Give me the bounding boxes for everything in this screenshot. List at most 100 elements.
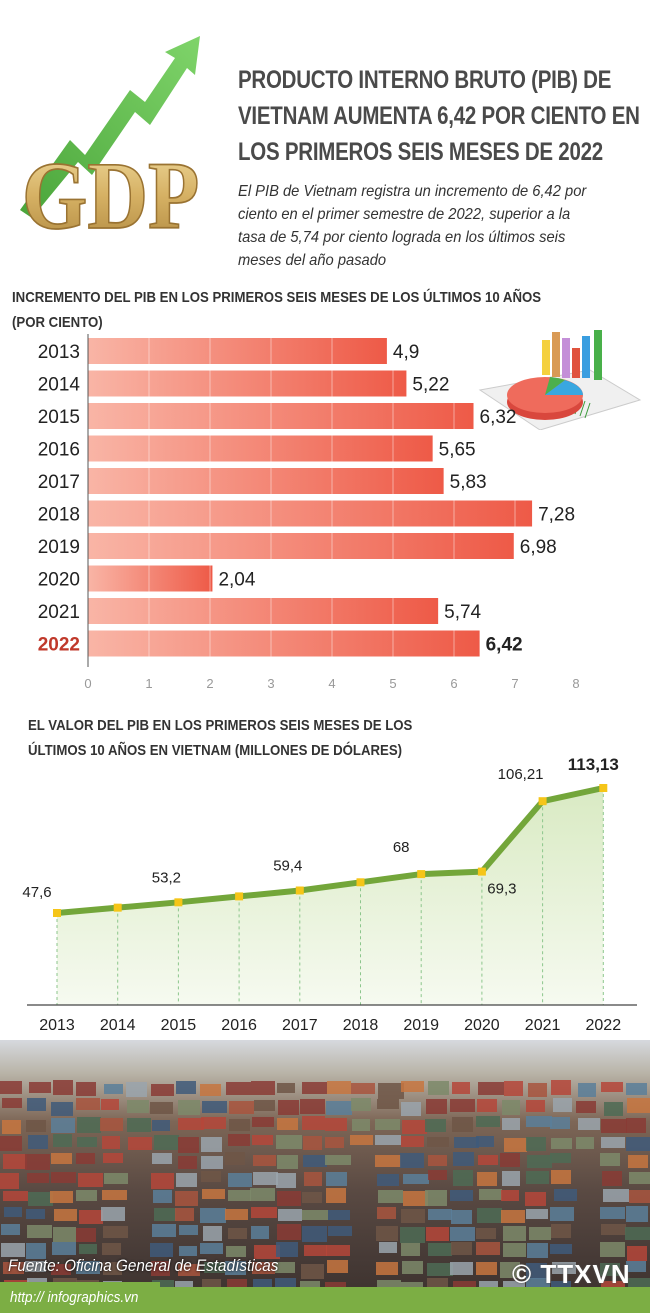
data-value-label: 106,21 [498,766,544,783]
container-block [200,1242,223,1254]
container-block [528,1226,552,1241]
container-block [550,1170,571,1184]
container-block [153,1134,180,1150]
container-block [178,1117,204,1131]
data-value-label: 53,2 [152,869,181,886]
container-block [600,1152,621,1167]
data-point-marker [113,903,122,912]
container-block [100,1206,125,1222]
title-line: VIETNAM AUMENTA 6,42 POR CIENTO EN [238,102,640,130]
line-chart-title: EL VALOR DEL PIB EN LOS PRIMEROS SEIS ME… [28,713,412,763]
container-block [76,1098,100,1110]
container-block [225,1261,247,1276]
container-block [328,1209,351,1220]
container-block [27,1191,53,1206]
container-block [527,1155,553,1169]
bar-value-label: 5,65 [439,440,476,461]
container-block [452,1152,475,1166]
x-tick-label: 2018 [343,1017,379,1034]
container-block [476,1242,500,1255]
container-block [303,1245,328,1257]
container-block [225,1209,249,1220]
container-block [578,1117,600,1130]
x-tick-label: 8 [572,676,579,690]
container-block [276,1191,302,1207]
container-block [27,1224,52,1238]
container-block [426,1278,448,1290]
x-tick-label: 2019 [403,1017,439,1034]
container-block [601,1224,626,1235]
container-block [176,1173,198,1187]
website-link[interactable]: http:// infographics.vn [10,1289,139,1306]
container-block [550,1152,571,1164]
container-block [276,1172,296,1188]
container-block [251,1226,270,1240]
bar [88,598,439,624]
container-block [176,1080,197,1094]
container-block [525,1209,548,1220]
container-block [27,1172,49,1184]
container-block [101,1243,122,1255]
container-block [328,1225,353,1236]
container-block [75,1227,96,1242]
container-block [601,1081,624,1093]
line-chart-title-line2: ÚLTIMOS 10 AÑOS EN VIETNAM (MILLONES DE … [28,742,403,759]
container-block [200,1116,227,1130]
container-block [253,1100,276,1111]
container-block [25,1243,47,1259]
container-block [101,1136,120,1150]
data-value-label: 68 [393,839,410,856]
container-block [501,1100,521,1115]
container-block [351,1083,376,1094]
container-block [427,1243,452,1256]
line-chart-title-line1: EL VALOR DEL PIB EN LOS PRIMEROS SEIS ME… [28,717,413,734]
container-block [553,1189,578,1201]
subtitle-line: meses del año pasado [238,252,387,269]
container-block [100,1117,123,1131]
container-block [478,1082,505,1096]
container-block [326,1171,348,1186]
container-block [325,1281,346,1293]
bar [88,565,213,592]
container-block [451,1242,472,1256]
area-chart: 47,6 53,2 59,4 68 69,3 106,21 113,13 2013 2014 20… [22,755,637,1034]
container-block [200,1207,226,1223]
container-block [601,1170,622,1187]
container-block [326,1081,352,1094]
bar [88,500,533,527]
container-block [226,1245,246,1257]
container-block [25,1209,45,1220]
container-block [27,1134,48,1150]
container-block [600,1207,625,1220]
data-point-marker [53,909,61,917]
container-block [301,1191,322,1203]
container-block [478,1154,498,1166]
data-point-marker [477,867,486,876]
container-block [425,1099,447,1115]
container-block [476,1227,496,1239]
container-block [200,1171,221,1183]
container-block [300,1263,325,1279]
container-block [503,1137,527,1153]
container-block [403,1191,429,1207]
container-block [125,1081,148,1098]
container-block [277,1155,299,1169]
container-block [476,1136,495,1147]
bar-category-label: 2013 [38,342,80,363]
container-block [150,1261,171,1277]
port-containers-photo [0,1040,650,1313]
container-block [53,1208,78,1222]
container-block [103,1083,124,1095]
container-block [501,1118,521,1130]
subtitle-line: tasa de 5,74 por ciento lograda en los ú… [238,229,566,246]
container-block [325,1118,347,1132]
container-block [276,1082,296,1093]
container-block [0,1135,23,1152]
container-block [525,1191,546,1206]
container-block [253,1171,279,1185]
bar-chart-title-line2: (POR CIENTO) [12,314,103,331]
bar-value-label: 4,9 [393,342,419,363]
bar-value-label: 6,98 [520,537,557,558]
container-block [101,1190,128,1201]
